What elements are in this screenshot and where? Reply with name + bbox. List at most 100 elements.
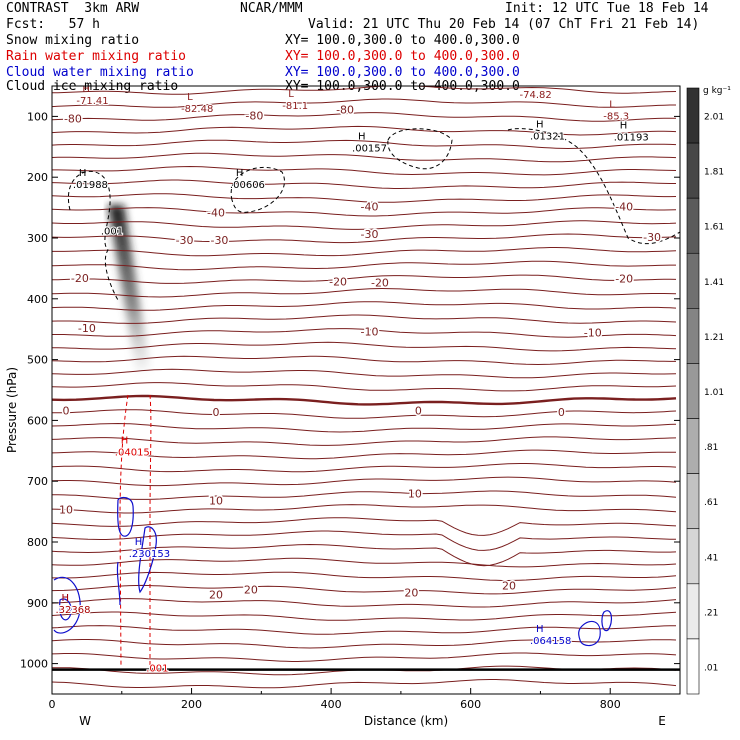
extremum-value: -71.41 — [76, 96, 108, 107]
init-time: Init: 12 UTC Tue 18 Feb 14 — [505, 1, 709, 16]
y-tick-label: 100 — [27, 110, 48, 123]
temperature-contour — [52, 165, 677, 176]
x-tick-label: 800 — [600, 698, 621, 711]
temperature-contour-label: 10 — [408, 488, 422, 501]
colorbar-tick-label: 1.61 — [704, 223, 724, 233]
temperature-contour — [52, 233, 677, 244]
temperature-contour — [52, 125, 677, 136]
colorbar-tick-label: 1.01 — [704, 388, 724, 398]
plot-frame — [51, 85, 681, 695]
temperature-contour — [52, 409, 677, 419]
temperature-contour-label: -40 — [207, 207, 225, 220]
temperature-contour-label: -30 — [176, 234, 194, 247]
field-cloud-water-xy: XY= 100.0,300.0 to 400.0,300.0 — [285, 65, 520, 80]
temperature-contour-label: 20 — [502, 579, 516, 592]
temperature-contour-label: 0 — [212, 406, 219, 419]
extremum-value: .01193 — [614, 133, 649, 144]
temperature-contour — [52, 341, 677, 352]
temperature-contour-label: 0 — [558, 406, 565, 419]
temperature-contour — [52, 193, 677, 203]
colorbar-swatch — [686, 638, 700, 695]
colorbar-tick-label: 1.81 — [704, 168, 724, 178]
extremum-value: .00157 — [352, 144, 387, 155]
temperature-contour-label: -20 — [371, 277, 389, 290]
temperature-contour — [52, 301, 677, 311]
forecast-hour: Fcst: 57 h — [6, 17, 100, 32]
y-tick-label: 300 — [27, 232, 48, 245]
field-snow-label: Snow mixing ratio — [6, 33, 140, 48]
temperature-contour — [52, 179, 676, 189]
colorbar-swatch — [686, 583, 700, 640]
plot-area: -80 -80 -80 -40 -40 -40 -30 -30 -30 -30 -20 -20 -20 -… — [52, 84, 680, 689]
extremum-value: .230153 — [129, 549, 170, 560]
colorbar-swatch — [686, 142, 700, 199]
extremum-marker: H — [236, 168, 244, 179]
temperature-contour-label: 20 — [244, 584, 258, 597]
extremum-marker: H — [135, 537, 143, 548]
rain-water-contour — [149, 394, 152, 665]
temperature-contour-label: 10 — [209, 494, 223, 507]
temperature-contour-label: -10 — [361, 325, 379, 338]
temperature-contour — [52, 355, 676, 366]
y-tick-label: 400 — [27, 293, 48, 306]
temperature-contour-label: -30 — [643, 231, 661, 244]
temperature-contour — [52, 611, 677, 621]
cloud-ice-contour — [387, 128, 453, 170]
x-axis-label: Distance (km) — [364, 714, 448, 728]
colorbar-tick-label: 2.01 — [704, 113, 724, 123]
cloud-ice-contour — [67, 170, 119, 301]
east-label: E — [658, 714, 666, 728]
temperature-contour-label: -30 — [361, 228, 379, 241]
colorbar-swatch — [686, 197, 700, 254]
temperature-contour-label: -20 — [615, 272, 633, 285]
y-tick-label: 800 — [27, 536, 48, 549]
y-tick-label: 700 — [27, 475, 48, 488]
cloud-water-contour — [117, 496, 134, 537]
temperature-contour — [52, 436, 677, 446]
extremum-marker: H — [82, 84, 90, 95]
field-rain-xy: XY= 100.0,300.0 to 400.0,300.0 — [285, 49, 520, 64]
temperature-contour-label: -20 — [329, 275, 347, 288]
temperature-contour — [52, 490, 677, 500]
temperature-contour — [52, 463, 677, 473]
extremum-value: .04015 — [115, 448, 150, 459]
temperature-contour — [52, 260, 676, 271]
temperature-contour — [52, 287, 677, 298]
x-tick-label: 0 — [49, 698, 56, 711]
temperature-contour — [52, 517, 677, 536]
cloud-water-contour — [601, 610, 613, 632]
temperature-contour — [52, 220, 677, 230]
temperature-contour — [52, 571, 677, 581]
extremum-value: .01988 — [73, 180, 108, 191]
colorbar-swatch — [686, 528, 700, 585]
temperature-contour — [52, 274, 677, 284]
x-tick-label: 600 — [460, 698, 481, 711]
colorbar-swatch — [686, 363, 700, 419]
temperature-contour — [52, 625, 676, 635]
colorbar-tick-label: 1.21 — [704, 333, 724, 343]
extremum-value: .064158 — [530, 636, 571, 647]
temperature-contour-label: -80 — [64, 112, 82, 125]
temperature-contour — [52, 476, 677, 487]
snow-plume — [108, 205, 150, 372]
extremum-value: .001 — [146, 664, 168, 675]
colorbar: .01 .21 .41 .61 .81 1.01 1.21 1.41 1.61 1.81 2.01 g… — [686, 86, 731, 695]
temperature-contour-label: 0 — [415, 404, 422, 417]
y-tick-label: 500 — [27, 354, 48, 367]
extremum-marker: H — [620, 121, 628, 132]
west-label: W — [79, 714, 91, 728]
extremum-value: .00606 — [230, 180, 265, 191]
temperature-contour-label: -30 — [210, 234, 228, 247]
extremum-value: .32368 — [55, 605, 90, 616]
temperature-contour-label: 20 — [209, 589, 223, 602]
temperature-contour — [52, 152, 677, 163]
cloud-ice-contour — [507, 128, 680, 245]
temperature-contour — [52, 86, 677, 95]
extremum-marker: H — [358, 132, 366, 143]
extremum-value: -85.3 — [603, 111, 629, 122]
cloud-water-contour — [138, 526, 157, 594]
temperature-contour-label: -10 — [584, 326, 602, 339]
temperature-contour — [52, 504, 677, 514]
extremum-marker: H — [536, 120, 544, 131]
